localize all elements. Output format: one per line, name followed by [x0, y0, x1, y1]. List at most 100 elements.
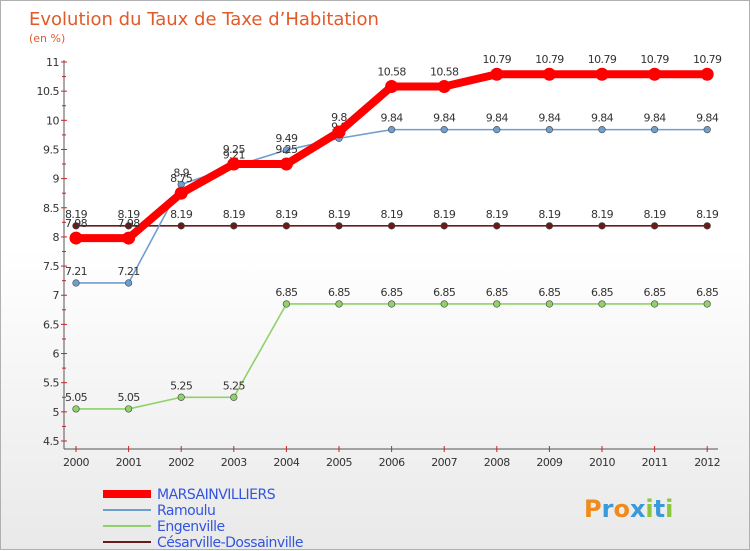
- data-point: [174, 186, 188, 200]
- x-tick-label: 2010: [589, 456, 615, 469]
- data-point: [388, 300, 396, 308]
- data-label: 5.25: [170, 379, 193, 392]
- data-label: 10.58: [430, 65, 459, 78]
- proxiti-logo: Proxiti: [584, 495, 673, 523]
- data-point: [545, 126, 554, 134]
- data-label: 6.85: [538, 286, 561, 299]
- data-point: [542, 67, 556, 81]
- data-label: 10.79: [483, 53, 512, 66]
- data-label: 8.19: [644, 208, 667, 221]
- data-point: [335, 300, 343, 308]
- data-label: 10.58: [377, 65, 406, 78]
- data-label: 6.85: [433, 286, 456, 299]
- x-tick-label: 2012: [694, 456, 720, 469]
- y-tick-label: 10.5: [37, 85, 60, 98]
- data-label: 10.79: [693, 53, 722, 66]
- data-point: [650, 300, 659, 308]
- data-label: 8.19: [538, 208, 561, 221]
- data-label: 9.84: [538, 112, 561, 125]
- data-label: 9.49: [275, 132, 298, 145]
- legend-entry: Césarville-Dossainville: [157, 535, 303, 551]
- series-césarville-dossainville: 8.19 8.19 8.19 8.19 8.19 8.19 8.19 8.19 8.19 8.19…: [65, 208, 719, 230]
- x-tick-label: 2009: [536, 456, 562, 469]
- y-tick-label: 5: [53, 406, 60, 419]
- y-tick-label: 7: [53, 289, 60, 302]
- data-point: [230, 393, 238, 401]
- logo-letter: i: [645, 495, 653, 523]
- series-engenville: 5.05 5.05 5.25 5.25 6.85 6.85 6.85 6.85 6.85 6.85…: [65, 286, 719, 413]
- x-tick-label: 2000: [63, 456, 89, 469]
- data-point: [703, 222, 711, 230]
- y-tick-label: 6.5: [43, 318, 59, 331]
- data-point: [595, 67, 609, 81]
- data-point: [69, 231, 83, 245]
- data-point: [650, 222, 659, 230]
- y-tick-label: 8.5: [43, 202, 59, 215]
- data-label: 9.25: [223, 143, 246, 156]
- x-tick-label: 2007: [431, 456, 457, 469]
- data-point: [124, 222, 133, 230]
- data-point: [493, 126, 501, 134]
- data-label: 9.8: [331, 111, 347, 124]
- data-point: [124, 405, 133, 413]
- x-tick-label: 2008: [484, 456, 510, 469]
- y-tick-label: 9.5: [43, 143, 59, 156]
- data-point: [440, 222, 448, 230]
- data-point: [72, 405, 80, 413]
- data-point: [388, 222, 396, 230]
- data-label: 8.9: [173, 166, 189, 179]
- logo-letter: o: [613, 495, 630, 523]
- chart-title: Evolution du Taux de Taxe d’Habitation: [29, 9, 379, 30]
- data-label: 7.98: [118, 217, 141, 230]
- data-label: 9.84: [486, 112, 509, 125]
- data-label: 8.19: [381, 208, 404, 221]
- legend-entry: Engenville: [157, 519, 225, 535]
- data-label: 8.19: [118, 208, 141, 221]
- data-label: 7.21: [65, 265, 87, 278]
- y-tick-label: 11: [46, 56, 59, 69]
- data-point: [598, 222, 606, 230]
- data-label: 9.84: [644, 112, 667, 125]
- data-point: [385, 79, 399, 93]
- y-tick-label: 10: [46, 114, 59, 127]
- data-point: [650, 126, 659, 134]
- axes: 4.5 5 5.5 6 6.5 7 7.5 8 8.5 9 9.5 10 10.5 11 2000 2001 2…: [37, 56, 721, 469]
- data-point: [545, 222, 554, 230]
- data-point: [335, 222, 343, 230]
- data-label: 8.19: [275, 208, 298, 221]
- data-point: [437, 79, 451, 93]
- data-point: [124, 279, 133, 287]
- logo-letter: P: [584, 495, 602, 523]
- legend-entry: MARSAINVILLIERS: [157, 487, 276, 503]
- x-tick-label: 2011: [642, 456, 668, 469]
- data-point: [388, 126, 396, 134]
- data-label: 8.19: [696, 208, 719, 221]
- x-tick-label: 2004: [273, 456, 299, 469]
- data-point: [177, 393, 185, 401]
- data-label: 6.85: [328, 286, 351, 299]
- data-label: 6.85: [381, 286, 404, 299]
- y-tick-label: 9: [53, 173, 60, 186]
- y-tick-label: 4.5: [43, 435, 59, 448]
- data-label: 9.84: [696, 112, 719, 125]
- logo-letter: x: [630, 495, 646, 523]
- y-tick-label: 8: [53, 231, 60, 244]
- data-point: [493, 222, 501, 230]
- data-point: [700, 67, 714, 81]
- x-tick-label: 2001: [116, 456, 142, 469]
- data-label: 7.98: [65, 217, 88, 230]
- data-label: 5.25: [223, 379, 246, 392]
- data-label: 6.85: [644, 286, 667, 299]
- data-label: 5.05: [118, 391, 141, 404]
- data-label: 8.19: [486, 208, 509, 221]
- data-label: 6.85: [275, 286, 298, 299]
- data-label: 9.84: [433, 112, 456, 125]
- x-tick-label: 2006: [379, 456, 405, 469]
- x-tick-label: 2002: [168, 456, 194, 469]
- data-label: 5.05: [65, 391, 88, 404]
- data-label: 8.19: [433, 208, 456, 221]
- data-point: [490, 67, 504, 81]
- data-point: [279, 157, 293, 171]
- data-label: 10.79: [588, 53, 617, 66]
